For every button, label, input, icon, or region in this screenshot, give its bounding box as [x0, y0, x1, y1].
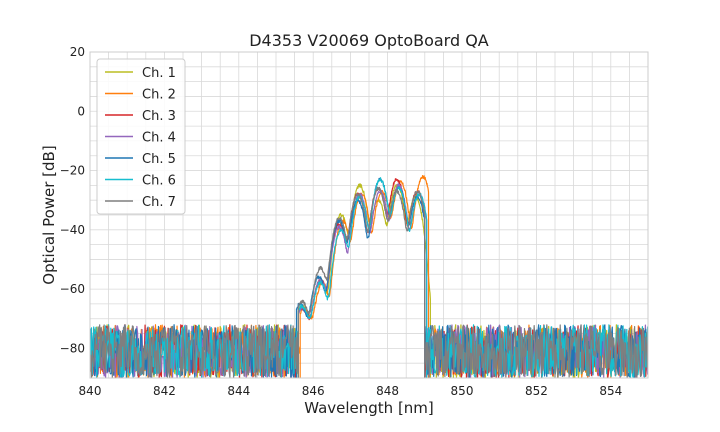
series-line-signal [297, 186, 426, 378]
legend-label: Ch. 1 [142, 66, 176, 81]
legend-label: Ch. 7 [142, 195, 176, 210]
series-layer [90, 174, 648, 378]
y-tick-label: 0 [77, 104, 85, 118]
legend-label: Ch. 3 [142, 109, 176, 124]
legend-label: Ch. 2 [142, 88, 176, 103]
chart-title: D4353 V20069 OptoBoard QA [249, 31, 489, 50]
legend-label: Ch. 5 [142, 152, 176, 167]
legend: Ch. 1 Ch. 2 Ch. 3 Ch. 4 Ch. 5 Ch. 6 Ch. 7 [96, 58, 186, 215]
y-tick-label: −80 [60, 341, 85, 355]
y-tick-label: −20 [60, 164, 85, 178]
y-tick-label: −40 [60, 223, 85, 237]
y-axis-title: Optical Power [dB] [40, 145, 58, 284]
series-line-noise-right [424, 324, 648, 378]
legend-label: Ch. 4 [142, 131, 176, 146]
legend-box [96, 58, 186, 215]
series-line-noise-left [90, 324, 299, 378]
x-tick-label: 846 [302, 384, 325, 398]
x-tick-label: 850 [451, 384, 474, 398]
y-tick-label: 20 [70, 45, 85, 59]
x-tick-label: 848 [376, 384, 399, 398]
series-7 [90, 186, 648, 378]
legend-label: Ch. 6 [142, 174, 176, 189]
x-tick-label: 840 [79, 384, 102, 398]
tick-labels: 840 842 844 846 848 850 852 854 −80 −60 −40 −20 0 20 [60, 45, 623, 398]
x-axis-title: Wavelength [nm] [304, 399, 434, 417]
y-tick-label: −60 [60, 282, 85, 296]
plot-frame [89, 51, 649, 379]
x-tick-label: 844 [227, 384, 250, 398]
x-tick-label: 842 [153, 384, 176, 398]
x-tick-label: 852 [525, 384, 548, 398]
x-tick-label: 854 [599, 384, 622, 398]
